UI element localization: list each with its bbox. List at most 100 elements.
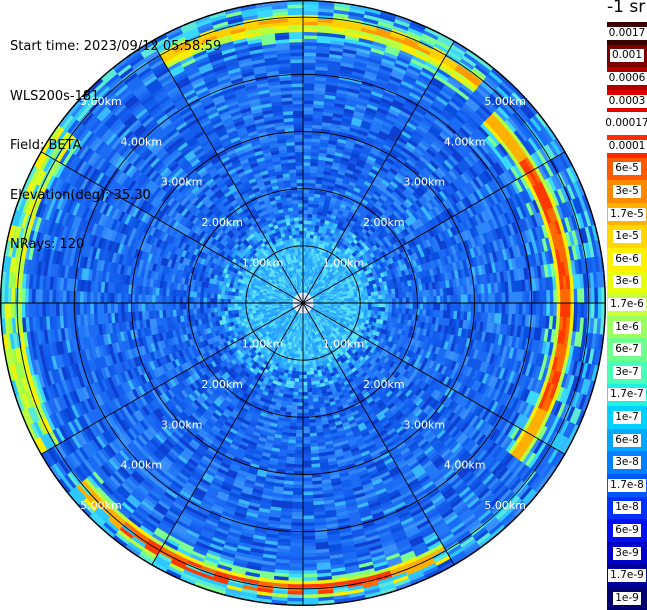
range-gate [382,303,386,308]
range-gate [413,303,417,309]
range-gate [303,114,314,118]
range-gate [303,200,309,204]
range-gate [419,297,423,304]
range-gate [303,186,310,190]
range-gate [361,297,365,301]
range-gate [406,303,410,309]
range-gate [485,293,489,304]
range-gate [303,162,311,166]
range-gate [341,299,345,302]
range-gate [447,303,451,311]
range-gate [303,248,306,252]
range-gate [389,303,393,308]
range-gate [437,303,441,311]
range-gate [488,293,492,304]
range-gate [303,213,308,217]
range-gate [409,303,413,309]
range-gate [303,207,308,211]
range-gate [365,303,369,307]
range-gate [371,303,375,307]
range-gate [481,303,485,313]
range-gate [303,145,312,149]
range-gate [385,303,389,308]
range-gate [426,303,430,310]
range-gate [430,296,434,303]
range-gate [303,193,309,197]
range-gate [437,296,441,304]
range-gate [423,297,427,304]
range-gate [467,294,471,304]
range-gate [433,296,437,304]
range-gate [478,303,482,313]
range-gate [303,203,309,207]
range-gate [443,303,447,311]
range-gate [375,303,379,307]
range-gate [303,176,310,180]
range-gate [454,295,458,304]
range-gate [509,292,513,304]
range-gate [423,303,427,310]
range-gate [303,234,307,238]
range-gate [303,155,311,159]
range-gate [461,303,465,312]
range-gate [303,159,311,163]
range-gate [426,296,430,303]
range-gate [303,169,311,173]
range-gate [433,303,437,311]
range-gate [450,303,454,312]
range-gate [303,241,307,245]
range-gate [354,297,358,300]
range-gate [303,179,310,183]
range-gate [303,124,313,128]
range-gate [303,189,309,193]
range-gate [303,165,311,169]
range-gate [512,292,516,304]
range-gate [416,297,420,304]
range-gate [467,303,471,313]
range-gate [478,294,482,304]
range-gate [303,138,312,142]
range-gate [392,303,396,308]
range-gate [450,295,454,304]
range-gate [440,296,444,304]
range-gate [303,220,308,224]
range-gate [440,303,444,311]
range-gate [447,295,451,303]
range-gate [457,303,461,312]
range-gate [495,293,499,304]
range-gate [303,117,314,121]
range-gate [303,152,312,156]
range-gate [347,298,351,301]
range-gate [303,135,313,139]
range-gate [303,217,308,221]
range-gate [416,303,420,310]
range-gate [461,295,465,304]
range-gate [488,303,492,314]
range-gate [303,172,310,176]
range-gate [464,294,468,303]
range-gate [505,292,509,304]
range-gate [498,293,502,304]
range-gate [395,303,399,308]
range-gate [351,298,355,301]
range-gate [303,148,312,152]
range-gate [519,291,523,303]
range-gate [303,224,308,228]
range-gate [502,292,506,303]
range-gate [303,237,307,241]
range-gate [454,303,458,312]
range-gate [409,297,413,303]
range-gate [443,295,447,303]
range-gate [354,303,358,306]
range-gate [303,141,312,145]
range-gate [402,303,406,309]
range-gate [303,227,307,231]
range-gate [344,298,348,301]
range-gate [413,297,417,303]
range-gate [464,303,468,312]
range-gate [491,293,495,304]
range-gate [515,292,519,304]
range-gate [522,291,526,304]
range-gate [399,303,403,309]
range-gate [378,303,382,308]
